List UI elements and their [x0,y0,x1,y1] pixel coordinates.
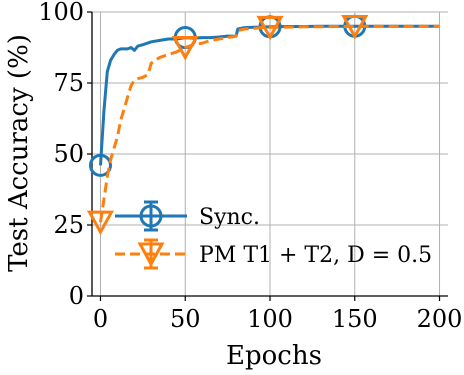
legend-marker [139,204,163,228]
y-axis-title: Test Accuracy (%) [4,34,34,272]
tick-labels: 0 50 100 150 200 0 25 50 75 100 [38,0,462,333]
x-tick-label: 150 [332,305,378,333]
legend: Sync. PM T1 + T2, D = 0.5 [115,200,432,270]
data-point-marker [256,15,284,41]
y-tick-label: 100 [38,0,84,26]
series-2 [86,14,440,236]
series-line [99,24,440,223]
y-tick-label: 50 [53,140,84,168]
series-layer [86,14,440,236]
legend-label: Sync. [199,205,260,230]
data-point-marker [171,36,199,61]
legend-marker [137,242,165,268]
axes [87,11,448,301]
x-tick-label: 0 [93,305,108,333]
legend-entry-1: Sync. [115,200,260,232]
data-point-marker [341,14,369,40]
data-point-marker [88,153,112,177]
x-axis-title: Epochs [226,341,322,371]
y-tick-label: 0 [69,282,84,310]
x-tick-label: 50 [170,305,201,333]
data-point-marker [86,210,115,236]
series-1 [88,14,440,177]
x-tick-label: 100 [247,305,293,333]
legend-label: PM T1 + T2, D = 0.5 [199,243,432,268]
x-tick-label: 200 [417,305,463,333]
y-tick-label: 75 [53,69,84,97]
legend-entry-2: PM T1 + T2, D = 0.5 [115,238,432,270]
y-tick-label: 25 [53,211,84,239]
